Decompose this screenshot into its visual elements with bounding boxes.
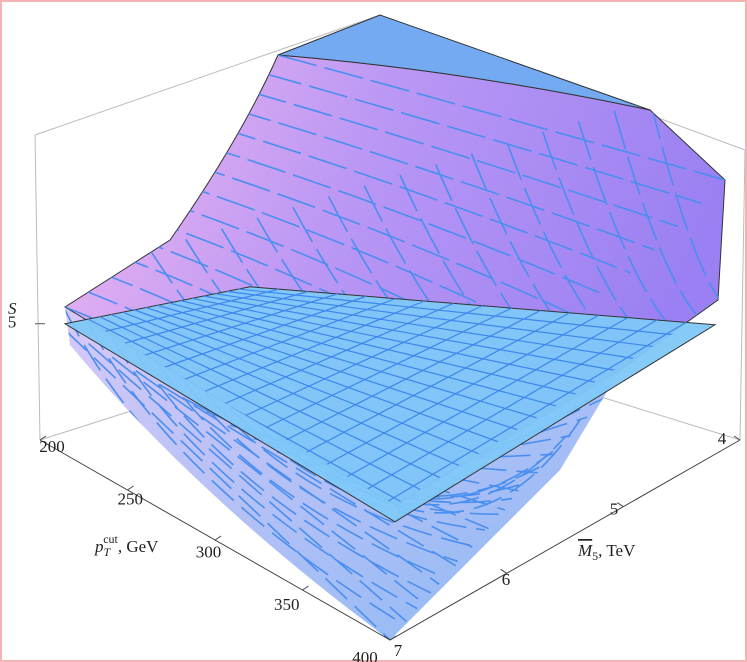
mesh-line: [215, 293, 656, 363]
y-label-sub: 5: [592, 549, 598, 563]
y-label-base: M: [577, 541, 593, 560]
mesh-line: [205, 393, 472, 547]
y-tick-label: 7: [394, 641, 403, 660]
plane: [63, 286, 717, 523]
y-tick-label: 6: [502, 570, 511, 589]
mesh-line: [226, 290, 676, 350]
x-tick: [127, 485, 134, 491]
mesh-line: [111, 356, 424, 604]
mesh-line: [135, 351, 432, 594]
mesh-line: [88, 342, 407, 623]
x-label-base: p: [94, 537, 104, 556]
surface-top: [277, 14, 651, 111]
y-tick: [733, 435, 741, 441]
mesh-line: [180, 300, 596, 400]
mesh-line: [394, 419, 581, 514]
y-axis-label: M5, TeV: [577, 541, 636, 563]
x-label-sup: cut: [103, 532, 118, 546]
mesh-line: [577, 121, 675, 331]
x-axis-label: pTcut, GeV: [94, 532, 159, 559]
y-label-unit: , TeV: [598, 541, 636, 560]
x-tick-label: 250: [118, 490, 144, 509]
x-tick: [39, 435, 47, 441]
mesh-line: [87, 323, 404, 625]
mesh-line: [353, 319, 658, 498]
mesh-line: [232, 108, 655, 251]
y-tick: [383, 635, 391, 641]
mesh-line: [247, 90, 679, 228]
mesh-line: [65, 329, 391, 640]
mesh-line: [186, 162, 584, 321]
mesh-line: [229, 305, 483, 424]
mesh-line: [332, 317, 629, 486]
mesh-line: [238, 288, 696, 338]
x-tick-label: 400: [352, 648, 378, 662]
x-tick: [214, 535, 222, 541]
y-tick-label: 5: [610, 500, 619, 519]
y-tick-label: 4: [718, 429, 727, 448]
mesh-line: [277, 55, 725, 181]
x-label-unit: , GeV: [118, 537, 159, 556]
mesh-line: [470, 153, 605, 376]
mesh-line: [374, 321, 687, 505]
mesh-line: [158, 383, 457, 567]
mesh-line: [216, 126, 632, 274]
y-tick: [500, 568, 507, 574]
x-tick-label: 350: [274, 595, 300, 614]
mesh-line: [201, 144, 608, 297]
x-label-sub: T: [104, 545, 112, 559]
mesh-line: [312, 314, 600, 473]
mesh-line: [182, 379, 459, 563]
x-tick-label: 300: [196, 542, 222, 561]
z-axis-label: S: [8, 299, 17, 318]
mesh-line: [250, 307, 512, 436]
plane-mesh: [76, 288, 696, 505]
mesh-line: [111, 337, 418, 610]
mesh-line: [262, 72, 702, 204]
y-tick: [617, 502, 624, 508]
z-tick-label: 5: [8, 313, 17, 332]
x-tick: [389, 635, 397, 641]
mesh-line: [649, 99, 721, 301]
mesh-line: [203, 295, 636, 375]
mesh-line: [270, 309, 541, 449]
mesh-line: [291, 312, 570, 461]
x-tick-label: 200: [39, 437, 65, 456]
x-tick: [302, 585, 309, 591]
mesh-line: [168, 302, 576, 412]
mesh-line: [613, 110, 698, 316]
mesh-line: [192, 297, 616, 387]
mesh-line: [135, 370, 440, 585]
